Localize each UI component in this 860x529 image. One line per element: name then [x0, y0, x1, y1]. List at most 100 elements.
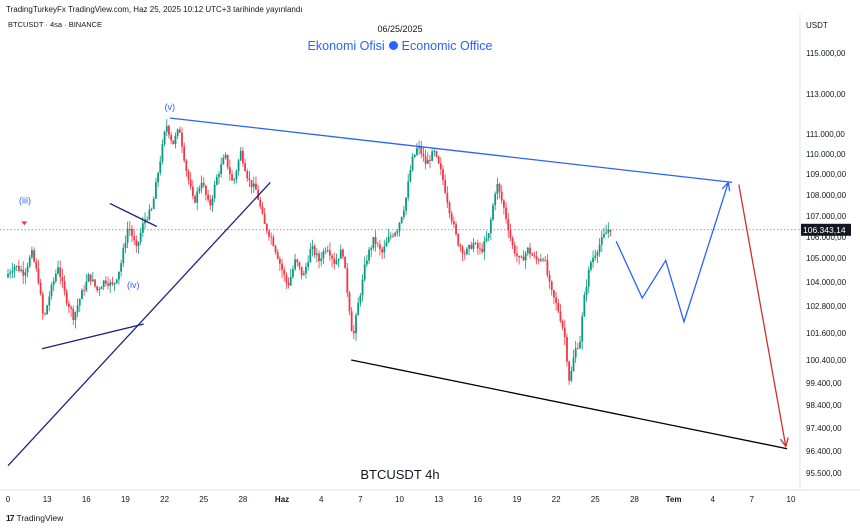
chart-title: BTCUSDT 4h [360, 467, 439, 482]
candle-body [33, 250, 35, 262]
candles [7, 119, 612, 385]
trendline-rising-trend[interactable] [7, 181, 271, 467]
candle-body [344, 256, 347, 269]
candle-body [283, 269, 286, 275]
candle-body [455, 224, 457, 235]
candle-body [135, 240, 138, 246]
candle-body [546, 260, 549, 276]
candle-body [596, 252, 599, 256]
candle-body [89, 274, 92, 282]
candle-body [576, 348, 579, 349]
candle-body [52, 281, 55, 285]
x-tick-label: Tem [666, 495, 682, 504]
symbol-line[interactable]: BTCUSDT · 4sa · BINANCE [8, 20, 103, 29]
candle-body [109, 282, 112, 286]
candle-body [405, 197, 407, 211]
candle-body [494, 193, 497, 206]
candle-body [128, 228, 131, 230]
candle-body [446, 192, 449, 203]
candle-body [350, 311, 353, 332]
candle-body [185, 160, 188, 171]
tradingview-footer[interactable]: 17 TradingView [6, 513, 63, 523]
y-tick-label: 107.000,00 [806, 212, 847, 221]
projection-bearish-path[interactable] [738, 184, 787, 447]
candle-body [202, 182, 205, 186]
candle-body [100, 286, 103, 290]
candle-body [452, 221, 455, 225]
candle-body [115, 279, 118, 283]
candle-body [226, 154, 229, 168]
candle-body [370, 247, 373, 250]
y-tick-label: 115.000,00 [806, 49, 846, 58]
candle-body [461, 246, 464, 254]
date-caption: 06/25/2025 [377, 24, 423, 34]
candle-body [305, 266, 307, 274]
y-tick-label: 104.000,00 [806, 278, 847, 287]
candle-body [152, 198, 155, 209]
trendline-upper-resistance[interactable] [169, 117, 733, 184]
candle-body [337, 258, 340, 261]
candle-body [559, 311, 562, 321]
candle-body [37, 268, 40, 283]
candle-body [335, 260, 338, 264]
candle-body [76, 305, 79, 313]
candle-body [561, 320, 564, 328]
candle-body [13, 266, 16, 271]
candle-body [265, 223, 268, 232]
candle-body [507, 219, 510, 231]
tradingview-logo-icon: 17 [6, 513, 15, 523]
candle-body [235, 171, 238, 180]
projection-bullish-path[interactable] [615, 182, 729, 324]
candle-body [374, 236, 377, 244]
candle-body [196, 191, 199, 203]
candle-body [416, 148, 418, 155]
candle-body [183, 146, 186, 161]
wave-label: (iv) [127, 280, 140, 290]
candle-body [387, 236, 390, 243]
trendline-lower-support[interactable] [351, 359, 788, 450]
candle-body [609, 229, 612, 232]
candle-body [209, 199, 212, 206]
candle-body [207, 194, 209, 200]
candle-body [228, 167, 231, 175]
candle-body [572, 357, 575, 372]
candle-body [133, 236, 136, 241]
candle-body [424, 156, 427, 164]
candle-body [118, 271, 120, 280]
candle-body [505, 207, 507, 220]
candle-body [63, 281, 66, 292]
candle-body [309, 249, 312, 263]
x-tick-label: 16 [473, 495, 482, 504]
candle-body [474, 243, 477, 244]
x-tick-label: 7 [358, 495, 363, 504]
candle-body [600, 237, 603, 245]
candle-body [28, 257, 31, 267]
candle-body [400, 216, 403, 223]
brand-watermark: Ekonomi Ofisi Economic Office [0, 39, 800, 53]
price-axis[interactable]: USDT 115.000,00 113.000,00 111.000,00 110.00… [0, 14, 860, 491]
candle-body [250, 180, 253, 187]
candle-body [496, 183, 499, 194]
candle-body [346, 268, 349, 293]
candle-body [368, 249, 370, 261]
y-tick-label: 109.000,00 [806, 170, 847, 179]
y-tick-label: 99.400,00 [806, 379, 842, 388]
trendline-wedge-lower[interactable] [41, 323, 144, 350]
trendline-wedge-upper[interactable] [109, 202, 158, 228]
signal-marker-icon [21, 221, 28, 226]
candle-body [411, 156, 414, 170]
candle-body [563, 327, 566, 338]
time-axis[interactable]: 0 13 16 19 22 25 28 Haz 4 7 10 13 16 19 22 25 28 Tem 4 7 10 [6, 495, 796, 504]
candle-body [94, 279, 96, 287]
publish-line: TradingTurkeyFx TradingView.com, Haz 25,… [6, 5, 303, 14]
x-tick-label: 7 [750, 495, 755, 504]
candle-body [261, 206, 264, 214]
candle-body [157, 172, 159, 183]
brand-en: Economic Office [401, 39, 493, 53]
candle-body [481, 248, 484, 252]
candle-body [539, 259, 542, 261]
candle-body [191, 186, 194, 197]
candle-body [413, 154, 416, 157]
y-tick-label: 108.000,00 [806, 191, 847, 200]
